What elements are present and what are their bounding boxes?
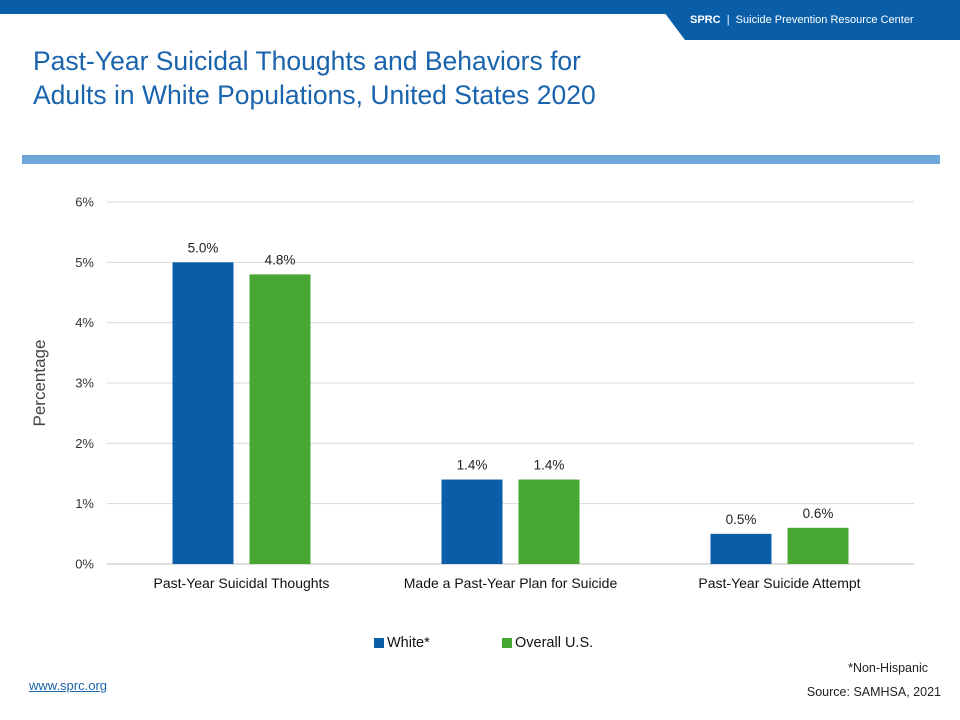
- bar-chart: 0% 1% 2% 3% 4% 5% 6% Percentage 5.0% 4.8% Past-Yea…: [30, 195, 914, 591]
- bar-white: [710, 533, 772, 564]
- data-label: 5.0%: [188, 240, 219, 255]
- data-label: 1.4%: [534, 458, 565, 473]
- y-tick-label: 5%: [75, 255, 94, 270]
- bar-overall: [787, 527, 849, 564]
- bar-overall: [249, 274, 311, 564]
- brand-separator: |: [726, 14, 730, 26]
- bar-overall: [518, 479, 580, 564]
- legend-swatch-white: [374, 638, 384, 648]
- chart-legend: White* Overall U.S.: [0, 632, 960, 654]
- footnote: *Non-Hispanic: [848, 661, 928, 675]
- data-label: 0.5%: [726, 512, 757, 527]
- source-note: Source: SAMHSA, 2021: [806, 685, 941, 699]
- x-category-label: Past-Year Suicidal Thoughts: [154, 575, 330, 591]
- brand-tab: [655, 0, 960, 40]
- slide-title-line1: Past-Year Suicidal Thoughts and Behavior…: [33, 46, 581, 76]
- bar-white: [441, 479, 503, 564]
- bar-white: [172, 262, 234, 564]
- slide-title: Past-Year Suicidal Thoughts and Behavior…: [33, 44, 673, 112]
- y-tick-label: 3%: [75, 376, 94, 391]
- data-label: 1.4%: [457, 458, 488, 473]
- y-tick-label: 1%: [75, 496, 94, 511]
- legend-swatch-overall: [502, 638, 512, 648]
- x-category-label: Made a Past-Year Plan for Suicide: [404, 575, 618, 591]
- y-axis-title: Percentage: [30, 340, 49, 427]
- y-tick-label: 6%: [75, 195, 94, 210]
- brand-name: Suicide Prevention Resource Center: [735, 14, 914, 26]
- legend-label-white: White*: [387, 635, 430, 651]
- legend-item-white: White*: [374, 632, 430, 654]
- legend-label-overall: Overall U.S.: [515, 635, 594, 651]
- y-tick-label: 2%: [75, 436, 94, 451]
- data-label: 4.8%: [265, 252, 296, 267]
- brand-abbr: SPRC: [690, 14, 721, 26]
- slide-title-line2: Adults in White Populations, United Stat…: [33, 80, 596, 110]
- x-category-label: Past-Year Suicide Attempt: [698, 575, 860, 591]
- y-tick-label: 0%: [75, 557, 94, 572]
- y-tick-label: 4%: [75, 315, 94, 330]
- legend-item-overall: Overall U.S.: [502, 632, 593, 654]
- data-label: 0.6%: [803, 506, 834, 521]
- brand-label: SPRC | Suicide Prevention Resource Cente…: [690, 14, 914, 26]
- title-divider: [22, 155, 940, 164]
- website-link[interactable]: www.sprc.org: [29, 678, 108, 693]
